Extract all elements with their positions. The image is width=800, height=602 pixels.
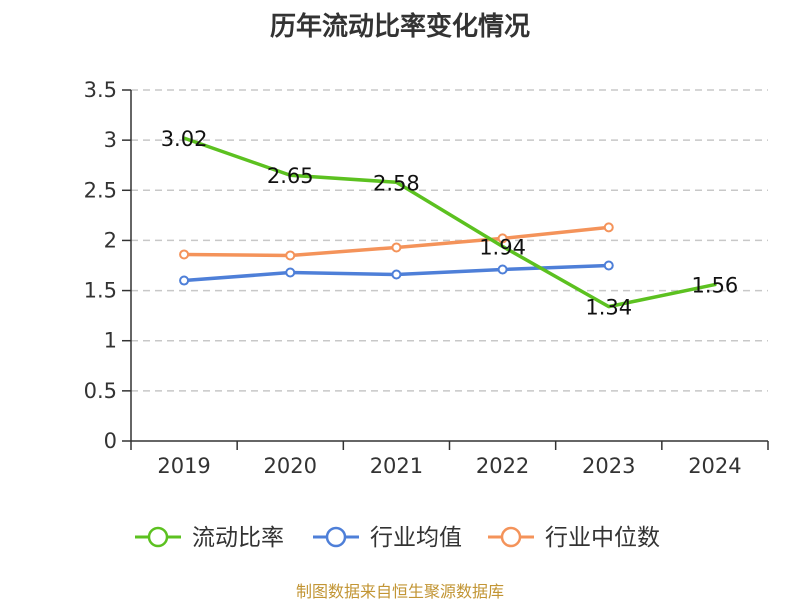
x-tick-label: 2019 xyxy=(157,454,210,478)
y-tick-label: 3.5 xyxy=(84,78,117,102)
data-point xyxy=(179,275,190,286)
legend-label: 行业中位数 xyxy=(545,525,660,551)
y-tick-label: 0.5 xyxy=(84,379,117,403)
legend-marker xyxy=(500,526,522,548)
legend-label: 流动比率 xyxy=(192,525,284,551)
data-point xyxy=(179,249,190,260)
y-tick-label: 2 xyxy=(104,228,117,252)
x-tick-label: 2021 xyxy=(370,454,423,478)
data-point xyxy=(285,267,296,278)
legend-item: 行业中位数 xyxy=(488,525,660,551)
series-lines xyxy=(179,136,717,309)
data-point xyxy=(603,222,614,233)
legend-label: 行业均值 xyxy=(370,525,462,551)
data-point xyxy=(497,233,508,244)
data-source-note: 制图数据来自恒生聚源数据库 xyxy=(295,582,504,601)
data-point xyxy=(391,269,402,280)
data-point xyxy=(285,250,296,261)
legend-item: 流动比率 xyxy=(135,525,284,551)
chart-title: 历年流动比率变化情况 xyxy=(269,12,530,42)
legend-item: 行业均值 xyxy=(313,525,462,551)
data-label: 2.58 xyxy=(373,171,420,195)
data-point xyxy=(497,264,508,275)
x-tick-label: 2022 xyxy=(476,454,529,478)
x-tick-label: 2024 xyxy=(688,454,741,478)
y-tick-label: 0 xyxy=(104,429,117,453)
data-label: 1.56 xyxy=(692,274,739,298)
x-tick-label: 2020 xyxy=(264,454,317,478)
y-tick-label: 1 xyxy=(104,329,117,353)
tick-labels: 0 0.5 1 1.5 2 2.5 3 3.5 2019 2020 2021 2022 2023 2024 xyxy=(84,78,742,478)
axes xyxy=(122,89,769,450)
data-point xyxy=(391,242,402,253)
legend-marker xyxy=(147,526,169,548)
data-label: 1.94 xyxy=(479,235,526,259)
y-tick-label: 3 xyxy=(104,128,117,152)
data-label: 2.65 xyxy=(267,164,314,188)
y-tick-label: 1.5 xyxy=(84,279,117,303)
legend-marker xyxy=(325,526,347,548)
y-tick-label: 2.5 xyxy=(84,178,117,202)
data-label: 1.34 xyxy=(585,296,632,320)
series-line-0 xyxy=(182,136,717,309)
grid-lines xyxy=(131,89,768,392)
data-label: 3.02 xyxy=(161,127,208,151)
legend: 流动比率 行业均值 行业中位数 xyxy=(135,525,660,551)
data-point xyxy=(603,260,614,271)
data-labels: 3.02 2.65 2.58 1.94 1.34 1.56 xyxy=(161,127,739,319)
x-tick-label: 2023 xyxy=(582,454,635,478)
